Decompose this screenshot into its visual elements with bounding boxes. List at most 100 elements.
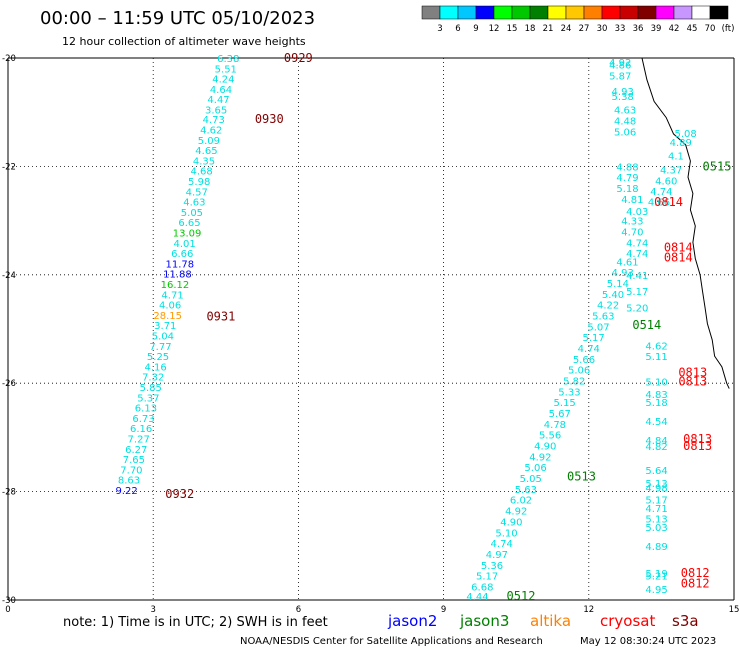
colorbar-tick-label: (ft): [722, 24, 735, 34]
wave-height-label: 5.40: [602, 290, 624, 301]
wave-height-label: 5.04: [152, 332, 174, 343]
wave-height-label: 4.82: [645, 442, 667, 453]
wave-height-label: 4.66: [648, 198, 670, 209]
wave-height-label: 5.09: [198, 136, 220, 147]
wave-height-label: 9.22: [115, 486, 137, 497]
wave-height-label: 4.54: [645, 417, 667, 428]
colorbar-tick-label: 9: [473, 24, 478, 34]
wave-height-label: 4.24: [212, 75, 234, 86]
wave-height-label: 5.17: [476, 572, 498, 583]
wave-height-label: 5.87: [609, 71, 631, 82]
wave-height-label: 4.03: [626, 207, 648, 218]
wave-height-label: 4.62: [645, 341, 667, 352]
y-tick-label: -20: [2, 54, 16, 64]
wave-height-label: 5.06: [524, 463, 546, 474]
wave-height-label: 4.37: [660, 166, 682, 177]
wave-height-label: 4.1: [668, 152, 684, 163]
pass-time-label: 0930: [255, 112, 284, 126]
wave-height-label: 4.89: [670, 138, 692, 149]
wave-height-label: 4.57: [186, 187, 208, 198]
chart-subtitle: 12 hour collection of altimeter wave hei…: [62, 35, 306, 48]
wave-height-label: 4.74: [578, 344, 600, 355]
pass-time-label: 0814: [654, 195, 683, 209]
wave-height-label: 4.62: [200, 126, 222, 137]
pass-time-label: 0813: [678, 375, 707, 389]
satellite-name: s3a: [672, 612, 699, 630]
wave-height-label: 7.32: [142, 373, 164, 384]
colorbar-swatch: [637, 5, 657, 20]
wave-height-label: 4.88: [616, 162, 638, 173]
wave-height-label: 5.38: [612, 92, 634, 103]
colorbar-tick-label: 30: [597, 24, 608, 34]
wave-height-label: 5.10: [645, 378, 667, 389]
wave-height-label: 4.06: [159, 301, 181, 312]
x-tick-label: 12: [583, 605, 594, 615]
x-tick-label: 9: [441, 605, 446, 615]
wave-height-label: 4.79: [616, 173, 638, 184]
wave-height-label: 7.70: [120, 465, 142, 476]
wave-height-label: 4.86: [609, 61, 631, 72]
wave-height-label: 16.12: [161, 280, 190, 291]
colorbar-swatch: [709, 5, 729, 20]
pass-time-label: 0932: [165, 487, 194, 501]
wave-height-label: 5.05: [181, 208, 203, 219]
satellite-name: cryosat: [600, 612, 655, 630]
wave-height-label: 4.22: [597, 301, 619, 312]
wave-height-label: 7.27: [128, 434, 150, 445]
wave-height-label: 3.65: [205, 105, 227, 116]
x-tick-label: 6: [296, 605, 301, 615]
footnote: note: 1) Time is in UTC; 2) SWH is in fe…: [63, 615, 328, 630]
wave-height-label: 5.13: [645, 479, 667, 490]
y-tick-label: -26: [2, 379, 16, 389]
colorbar-swatch: [601, 5, 621, 20]
wave-height-label: 11.78: [165, 259, 194, 270]
wave-height-label: 5.13: [645, 515, 667, 526]
wave-height-label: 7.77: [149, 342, 171, 353]
wave-height-label: 5.56: [539, 431, 561, 442]
wave-height-label: 4.98: [645, 483, 667, 494]
colorbar-tick-label: 33: [615, 24, 626, 34]
colorbar-swatch: [673, 5, 693, 20]
data-marks: 6.385.514.244.644.473.654.734.625.094.65…: [115, 54, 696, 603]
wave-height-label: 5.06: [614, 128, 636, 139]
colorbar-tick-label: 6: [455, 24, 460, 34]
wave-height-label: 5.64: [645, 466, 667, 477]
colorbar-tick-label: 12: [489, 24, 500, 34]
wave-height-label: 5.36: [481, 561, 503, 572]
pass-time-label: 0514: [632, 318, 661, 332]
pass-time-label: 0931: [206, 310, 235, 324]
wave-height-label: 6.73: [132, 414, 154, 425]
pass-time-label: 0813: [678, 365, 707, 379]
colorbar-swatch: [529, 5, 549, 20]
colorbar-swatch: [619, 5, 639, 20]
wave-height-label: 5.14: [607, 279, 629, 290]
y-tick-label: -22: [2, 162, 16, 172]
colorbar-tick-label: 18: [525, 24, 536, 34]
wave-height-label: 6.66: [171, 249, 193, 260]
wave-height-label: 4.92: [505, 507, 527, 518]
colorbar-tick-label: 24: [561, 24, 572, 34]
colorbar-swatch: [457, 5, 477, 20]
y-tick-label: -28: [2, 488, 16, 498]
wave-height-label: 5.18: [645, 398, 667, 409]
wave-height-label: 4.90: [534, 442, 556, 453]
wave-height-label: 5.08: [674, 129, 696, 140]
colorbar-tick-label: 3: [437, 24, 442, 34]
wave-height-label: 4.97: [486, 550, 508, 561]
wave-height-label: 4.81: [621, 195, 643, 206]
wave-height-label: 4.89: [645, 542, 667, 553]
wave-height-label: 7.65: [123, 455, 145, 466]
pass-time-label: 0812: [681, 566, 710, 580]
pass-time-label: 0512: [507, 589, 536, 603]
wave-height-label: 4.71: [645, 504, 667, 515]
pass-time-label: 0813: [683, 439, 712, 453]
wave-height-label: 4.63: [614, 105, 636, 116]
colorbar-swatch: [565, 5, 585, 20]
pass-time-label: 0813: [683, 432, 712, 446]
wave-height-label: 5.15: [553, 398, 575, 409]
wave-height-label: 5.10: [495, 528, 517, 539]
colorbar-swatch: [511, 5, 531, 20]
wave-height-label: 4.84: [645, 436, 667, 447]
wave-height-label: 11.88: [163, 270, 192, 281]
wave-height-label: 5.07: [587, 322, 609, 333]
